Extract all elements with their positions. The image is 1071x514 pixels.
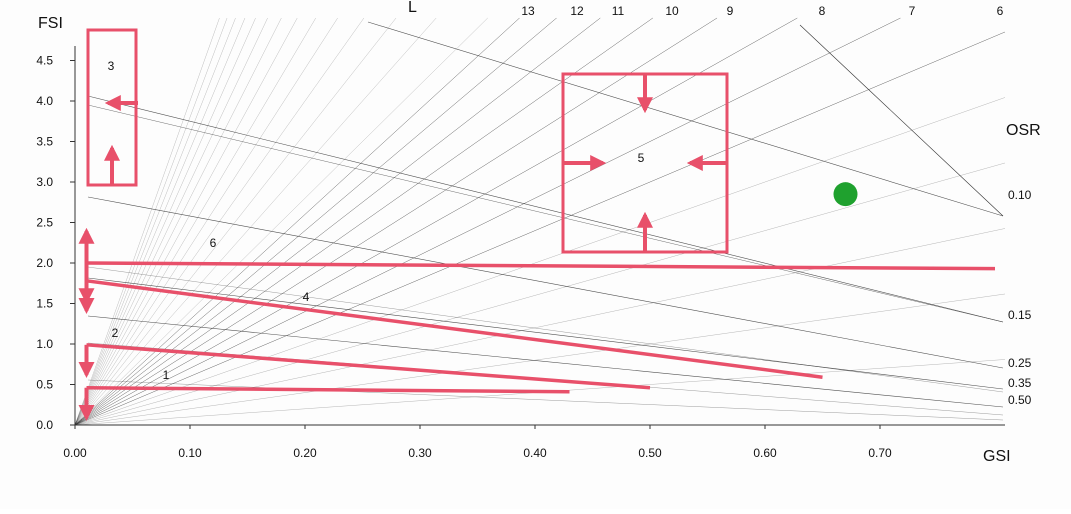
layer-line-minor (74, 17, 246, 426)
zone-label: 5 (638, 151, 645, 165)
zone-line-4 (86, 279, 823, 379)
layer-line-label: 12 (570, 4, 584, 18)
layer-line-minor (74, 17, 397, 426)
osr-lines-group: 0.10 0.15 0.25 0.35 0.50 (87, 21, 1032, 421)
y-tick-label: 4.5 (36, 54, 53, 68)
layer-line-minor (74, 293, 1006, 426)
labels-group: FSI GSI L OSR (38, 0, 1041, 465)
osr-line (87, 104, 1004, 323)
x-tick-label: 0.40 (523, 446, 547, 460)
layer-line (74, 31, 1006, 426)
y-tick-label: 2.0 (36, 256, 53, 270)
osr-line (87, 266, 1004, 393)
osr-line-label: 0.50 (1008, 393, 1032, 407)
layer-line-label: 7 (909, 4, 916, 18)
layer-line-minor (74, 228, 1006, 426)
osr-line-label: 0.25 (1008, 356, 1032, 370)
osr-line (367, 21, 1004, 217)
y-axis-title: FSI (38, 15, 63, 32)
highlight-point (833, 182, 858, 207)
layer-line-minor (74, 17, 282, 426)
osr-line-label: 0.10 (1008, 188, 1032, 202)
layer-line-label: 11 (612, 4, 625, 18)
osr-line-label: 0.15 (1008, 308, 1032, 322)
layer-line-minor (74, 17, 256, 426)
osr-line (87, 277, 1004, 390)
y-tick-label: 3.5 (36, 135, 53, 149)
layer-line-minor (74, 17, 488, 426)
layer-lines-group: 13 12 11 10 9 8 7 6 (74, 4, 1006, 426)
x-tick-label: 0.20 (293, 446, 317, 460)
zone-label: 2 (112, 326, 119, 340)
layer-line-minor (74, 162, 1006, 426)
marker-group (833, 182, 858, 207)
osr-line (87, 95, 1004, 323)
x-tick-label: 0.50 (638, 446, 662, 460)
layer-line-label: 10 (665, 4, 679, 18)
layer-line-minor (74, 17, 437, 426)
zone-line-6 (86, 261, 996, 271)
x-tick-label: 0.60 (753, 446, 777, 460)
layer-line (74, 17, 718, 426)
layer-line (74, 17, 557, 426)
osr-line-label: 0.35 (1008, 376, 1032, 390)
zone-label: 6 (210, 236, 217, 250)
layer-line (74, 17, 653, 426)
x-tick-label: 0.00 (63, 446, 87, 460)
x-tick-label: 0.10 (178, 446, 202, 460)
axes-group (74, 46, 1005, 426)
layer-line-minor (74, 17, 316, 426)
y-tick-label: 1.5 (36, 297, 53, 311)
y-tick-label: 0.5 (36, 378, 53, 392)
osr-line (87, 379, 1004, 421)
layer-line-minor (74, 17, 220, 426)
layer-line-minor (74, 17, 338, 426)
layer-line-label: 8 (819, 4, 826, 18)
layer-line (74, 17, 520, 426)
x-axis-title: GSI (983, 448, 1011, 465)
y-tick-label: 4.0 (36, 94, 53, 108)
zone-line-1 (86, 385, 570, 394)
osr-label: OSR (1006, 122, 1041, 139)
osr-line (799, 24, 1004, 217)
y-tick-label: 2.5 (36, 216, 53, 230)
layer-line (74, 17, 798, 426)
layer-line-label: 6 (997, 4, 1004, 18)
zone-label: 3 (108, 59, 115, 73)
layer-line (74, 17, 601, 426)
layer-line-minor (74, 17, 228, 426)
x-tick-label: 0.30 (408, 446, 432, 460)
y-tick-label: 1.0 (36, 337, 53, 351)
y-tick-label: 3.0 (36, 175, 53, 189)
layer-line-label: 13 (521, 4, 535, 18)
layer-line-minor (74, 97, 1006, 426)
layer-line (74, 17, 901, 426)
zone-line-2 (86, 343, 651, 390)
zone-label: 4 (303, 290, 310, 304)
y-tick-label: 0.0 (36, 418, 53, 432)
osr-line (87, 315, 1004, 408)
osr-line (87, 196, 1004, 369)
layer-line-minor (74, 17, 298, 426)
layer-line-minor (74, 17, 236, 426)
zone-label: 1 (163, 368, 170, 382)
layer-line-minor (74, 17, 268, 426)
layers-label: L (408, 0, 417, 16)
layer-line-label: 9 (727, 4, 734, 18)
x-tick-label: 0.70 (868, 446, 892, 460)
zones-group: 1 2 4 6 3 5 (78, 28, 996, 421)
tick-group: 0.0 0.5 1.0 1.5 2.0 2.5 3.0 3.5 4.0 4.5 0.00 0.10 0.… (36, 54, 892, 461)
